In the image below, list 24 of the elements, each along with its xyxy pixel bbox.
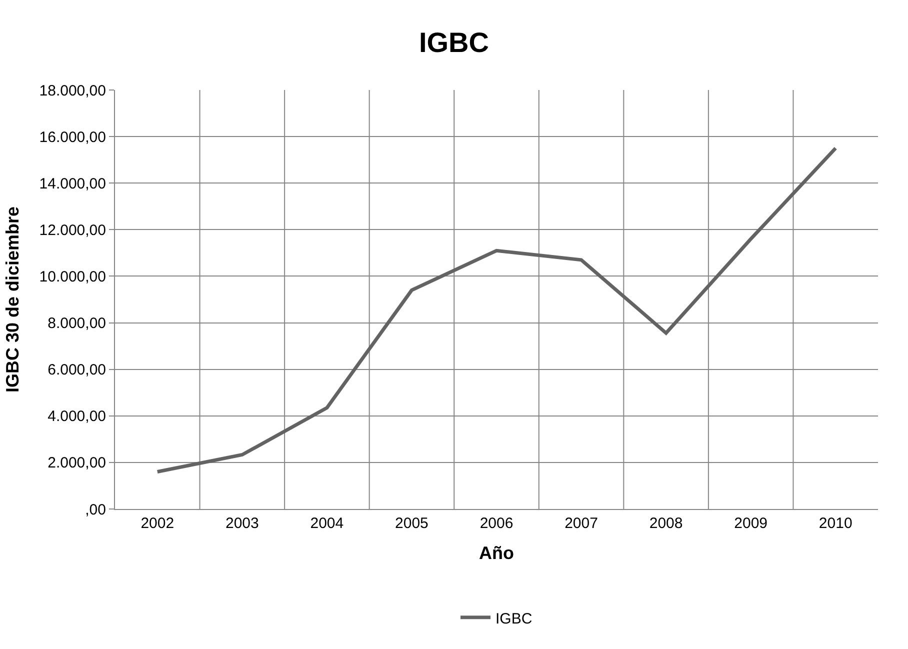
y-tick-label: 12.000,00	[39, 222, 106, 239]
y-tick-label: 8.000,00	[48, 315, 106, 332]
x-tick-label: 2002	[140, 515, 174, 532]
x-tick-label: 2008	[649, 515, 683, 532]
y-tick-label: ,00	[85, 501, 106, 518]
y-tick-label: 4.000,00	[48, 408, 106, 426]
line-series	[156, 146, 838, 474]
y-tick-label: 6.000,00	[48, 362, 106, 379]
x-tick-label: 2006	[480, 515, 514, 532]
y-tick-label: 2.000,00	[48, 454, 106, 472]
x-tick-label: 2004	[310, 515, 344, 532]
y-axis-title: IGBC 30 de diciembre	[2, 206, 22, 393]
x-tick-label: 2007	[564, 515, 598, 532]
y-tick-label: 14.000,00	[39, 175, 106, 192]
y-tick-label: 16.000,00	[39, 128, 106, 146]
x-axis-title: Año	[479, 543, 514, 564]
x-tick-label: 2009	[734, 515, 768, 532]
y-tick-label: 10.000,00	[39, 268, 106, 286]
legend-label: IGBC	[496, 610, 532, 628]
y-tick-label: 18.000,00	[39, 82, 106, 100]
x-tick-label: 2010	[818, 515, 852, 532]
x-tick-label: 2003	[225, 515, 259, 532]
chart-title: IGBC	[419, 27, 489, 58]
x-tick-label: 2005	[395, 515, 428, 532]
